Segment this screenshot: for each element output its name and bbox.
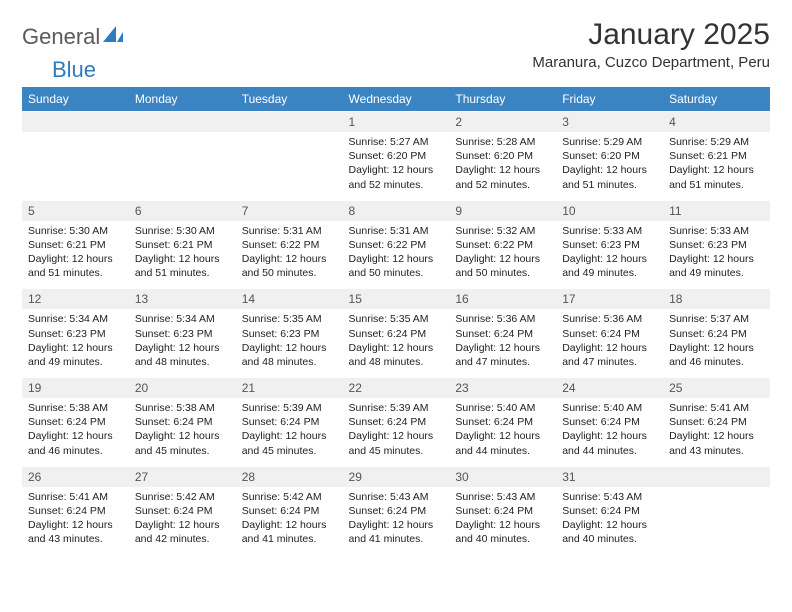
day-detail-cell: Sunrise: 5:40 AMSunset: 6:24 PMDaylight:… xyxy=(449,398,556,466)
day-detail-cell: Sunrise: 5:35 AMSunset: 6:23 PMDaylight:… xyxy=(236,309,343,377)
day-number-cell: 28 xyxy=(236,466,343,487)
day-number-cell: 25 xyxy=(663,378,770,399)
day-detail-cell xyxy=(663,487,770,555)
day-number-cell xyxy=(236,112,343,133)
day-detail-cell: Sunrise: 5:33 AMSunset: 6:23 PMDaylight:… xyxy=(556,221,663,289)
day-number-row: 19202122232425 xyxy=(22,378,770,399)
day-number-cell: 30 xyxy=(449,466,556,487)
logo-text-general: General xyxy=(22,24,100,50)
logo-text-blue: Blue xyxy=(52,57,792,83)
weekday-header: Sunday xyxy=(22,87,129,112)
day-detail-cell: Sunrise: 5:36 AMSunset: 6:24 PMDaylight:… xyxy=(449,309,556,377)
day-detail-row: Sunrise: 5:34 AMSunset: 6:23 PMDaylight:… xyxy=(22,309,770,377)
day-detail-cell: Sunrise: 5:40 AMSunset: 6:24 PMDaylight:… xyxy=(556,398,663,466)
day-detail-cell: Sunrise: 5:36 AMSunset: 6:24 PMDaylight:… xyxy=(556,309,663,377)
day-number-cell: 4 xyxy=(663,112,770,133)
day-number-row: 262728293031 xyxy=(22,466,770,487)
day-number-cell: 13 xyxy=(129,289,236,310)
day-number-cell xyxy=(22,112,129,133)
day-detail-row: Sunrise: 5:30 AMSunset: 6:21 PMDaylight:… xyxy=(22,221,770,289)
day-detail-cell: Sunrise: 5:39 AMSunset: 6:24 PMDaylight:… xyxy=(343,398,450,466)
day-detail-row: Sunrise: 5:27 AMSunset: 6:20 PMDaylight:… xyxy=(22,132,770,200)
day-detail-cell: Sunrise: 5:29 AMSunset: 6:21 PMDaylight:… xyxy=(663,132,770,200)
day-number-cell: 18 xyxy=(663,289,770,310)
day-detail-cell: Sunrise: 5:33 AMSunset: 6:23 PMDaylight:… xyxy=(663,221,770,289)
day-number-cell: 15 xyxy=(343,289,450,310)
day-number-cell: 17 xyxy=(556,289,663,310)
day-number-row: 12131415161718 xyxy=(22,289,770,310)
day-detail-cell: Sunrise: 5:31 AMSunset: 6:22 PMDaylight:… xyxy=(236,221,343,289)
day-detail-cell: Sunrise: 5:30 AMSunset: 6:21 PMDaylight:… xyxy=(22,221,129,289)
logo-sail-icon xyxy=(103,26,123,49)
day-detail-cell: Sunrise: 5:27 AMSunset: 6:20 PMDaylight:… xyxy=(343,132,450,200)
day-number-cell: 27 xyxy=(129,466,236,487)
day-detail-row: Sunrise: 5:41 AMSunset: 6:24 PMDaylight:… xyxy=(22,487,770,555)
day-detail-cell: Sunrise: 5:38 AMSunset: 6:24 PMDaylight:… xyxy=(22,398,129,466)
day-detail-cell: Sunrise: 5:30 AMSunset: 6:21 PMDaylight:… xyxy=(129,221,236,289)
day-number-cell: 21 xyxy=(236,378,343,399)
day-number-cell xyxy=(129,112,236,133)
weekday-header: Thursday xyxy=(449,87,556,112)
day-detail-cell: Sunrise: 5:43 AMSunset: 6:24 PMDaylight:… xyxy=(449,487,556,555)
day-number-cell: 11 xyxy=(663,200,770,221)
day-detail-cell: Sunrise: 5:37 AMSunset: 6:24 PMDaylight:… xyxy=(663,309,770,377)
weekday-header: Wednesday xyxy=(343,87,450,112)
day-number-cell: 10 xyxy=(556,200,663,221)
day-detail-cell: Sunrise: 5:39 AMSunset: 6:24 PMDaylight:… xyxy=(236,398,343,466)
day-detail-cell: Sunrise: 5:41 AMSunset: 6:24 PMDaylight:… xyxy=(22,487,129,555)
day-detail-row: Sunrise: 5:38 AMSunset: 6:24 PMDaylight:… xyxy=(22,398,770,466)
day-detail-cell: Sunrise: 5:35 AMSunset: 6:24 PMDaylight:… xyxy=(343,309,450,377)
day-detail-cell xyxy=(236,132,343,200)
weekday-header: Monday xyxy=(129,87,236,112)
day-detail-cell: Sunrise: 5:29 AMSunset: 6:20 PMDaylight:… xyxy=(556,132,663,200)
weekday-header: Tuesday xyxy=(236,87,343,112)
day-number-row: 567891011 xyxy=(22,200,770,221)
day-detail-cell: Sunrise: 5:34 AMSunset: 6:23 PMDaylight:… xyxy=(129,309,236,377)
weekday-header-row: Sunday Monday Tuesday Wednesday Thursday… xyxy=(22,87,770,112)
day-detail-cell: Sunrise: 5:43 AMSunset: 6:24 PMDaylight:… xyxy=(556,487,663,555)
day-number-cell: 16 xyxy=(449,289,556,310)
day-number-cell: 29 xyxy=(343,466,450,487)
day-number-cell: 20 xyxy=(129,378,236,399)
day-number-cell: 9 xyxy=(449,200,556,221)
page-title: January 2025 xyxy=(532,18,770,52)
day-detail-cell: Sunrise: 5:28 AMSunset: 6:20 PMDaylight:… xyxy=(449,132,556,200)
day-detail-cell: Sunrise: 5:31 AMSunset: 6:22 PMDaylight:… xyxy=(343,221,450,289)
calendar-body: 1234Sunrise: 5:27 AMSunset: 6:20 PMDayli… xyxy=(22,112,770,555)
day-number-cell: 24 xyxy=(556,378,663,399)
calendar-table: Sunday Monday Tuesday Wednesday Thursday… xyxy=(22,87,770,554)
day-detail-cell: Sunrise: 5:41 AMSunset: 6:24 PMDaylight:… xyxy=(663,398,770,466)
day-number-cell: 14 xyxy=(236,289,343,310)
day-detail-cell: Sunrise: 5:34 AMSunset: 6:23 PMDaylight:… xyxy=(22,309,129,377)
day-number-cell xyxy=(663,466,770,487)
day-number-cell: 8 xyxy=(343,200,450,221)
day-number-cell: 31 xyxy=(556,466,663,487)
day-detail-cell xyxy=(22,132,129,200)
day-number-cell: 7 xyxy=(236,200,343,221)
day-number-cell: 23 xyxy=(449,378,556,399)
day-number-cell: 22 xyxy=(343,378,450,399)
day-number-cell: 3 xyxy=(556,112,663,133)
day-number-cell: 19 xyxy=(22,378,129,399)
day-number-cell: 5 xyxy=(22,200,129,221)
day-detail-cell: Sunrise: 5:43 AMSunset: 6:24 PMDaylight:… xyxy=(343,487,450,555)
day-detail-cell xyxy=(129,132,236,200)
day-detail-cell: Sunrise: 5:42 AMSunset: 6:24 PMDaylight:… xyxy=(236,487,343,555)
weekday-header: Saturday xyxy=(663,87,770,112)
day-number-row: 1234 xyxy=(22,112,770,133)
day-detail-cell: Sunrise: 5:32 AMSunset: 6:22 PMDaylight:… xyxy=(449,221,556,289)
day-number-cell: 1 xyxy=(343,112,450,133)
day-detail-cell: Sunrise: 5:38 AMSunset: 6:24 PMDaylight:… xyxy=(129,398,236,466)
weekday-header: Friday xyxy=(556,87,663,112)
day-detail-cell: Sunrise: 5:42 AMSunset: 6:24 PMDaylight:… xyxy=(129,487,236,555)
day-number-cell: 26 xyxy=(22,466,129,487)
day-number-cell: 2 xyxy=(449,112,556,133)
logo: General xyxy=(22,18,127,50)
day-number-cell: 12 xyxy=(22,289,129,310)
day-number-cell: 6 xyxy=(129,200,236,221)
